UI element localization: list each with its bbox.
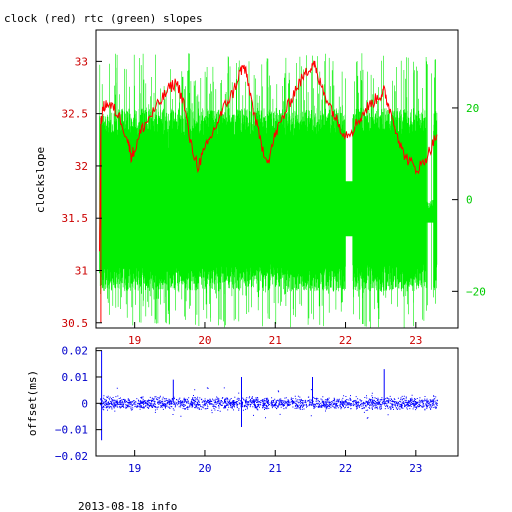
clockslope-label: clockslope: [34, 147, 47, 213]
rtc-tick-label: 20: [466, 102, 479, 115]
slopes-x-tick-label: 19: [128, 334, 141, 347]
offset-x-tick-label: 19: [128, 462, 141, 475]
offset-label: offset(ms): [26, 370, 39, 436]
offset-points: [99, 350, 438, 441]
offset-y-axis: −0.02 −0.01 0 0.01 0.02: [55, 345, 102, 463]
offset-tick-label: −0.02: [55, 450, 88, 463]
clockslope-tick-label: 31.5: [62, 212, 89, 225]
clockslope-tick-label: 30.5: [62, 317, 89, 330]
clockslope-tick-label: 31: [75, 264, 88, 277]
offset-panel: −0.02 −0.01 0 0.01 0.02 19 20 21 22 23 offset(ms…: [26, 345, 459, 475]
offset-frame: [95, 347, 459, 457]
clock-slope-line: [99, 60, 438, 323]
slopes-panel: clock (red) rtc (green) slopes 30.5 31 31.…: [4, 12, 486, 347]
offset-tick-label: −0.01: [55, 424, 88, 437]
clockslope-tick-label: 32: [75, 160, 88, 173]
clockslope-axis: 30.5 31 31.5 32 32.5 33: [62, 55, 102, 330]
offset-tick-label: 0.02: [62, 345, 89, 358]
offset-x-tick-label: 20: [198, 462, 211, 475]
slopes-x-tick-label: 20: [198, 334, 211, 347]
offset-x-tick-label: 21: [269, 462, 282, 475]
offset-x-axis: 19 20 21 22 23: [128, 450, 422, 475]
slopes-x-tick-label: 21: [269, 334, 282, 347]
chart-title: clock (red) rtc (green) slopes: [4, 12, 203, 25]
offset-x-tick-label: 23: [409, 462, 422, 475]
clockslope-tick-label: 33: [75, 55, 88, 68]
slopes-x-tick-label: 23: [409, 334, 422, 347]
rtc-tick-label: −20: [466, 285, 486, 298]
offset-tick-label: 0.01: [62, 371, 89, 384]
footer-info: 2013-08-18 info: [78, 500, 177, 512]
slopes-frame: [95, 29, 459, 329]
offset-x-tick-label: 22: [339, 462, 352, 475]
slopes-plot-area: [99, 53, 438, 328]
rtc-tick-label: 0: [466, 194, 473, 207]
slopes-x-tick-label: 22: [339, 334, 352, 347]
offset-tick-label: 0: [81, 397, 88, 410]
clockslope-tick-label: 32.5: [62, 108, 89, 121]
rtc-series: [99, 53, 438, 328]
rtc-slope-line: [99, 53, 438, 328]
slopes-x-axis: 19 20 21 22 23: [128, 322, 422, 347]
rtc-axis: −20 0 20: [452, 102, 486, 298]
offset-plot-area: [99, 350, 438, 441]
